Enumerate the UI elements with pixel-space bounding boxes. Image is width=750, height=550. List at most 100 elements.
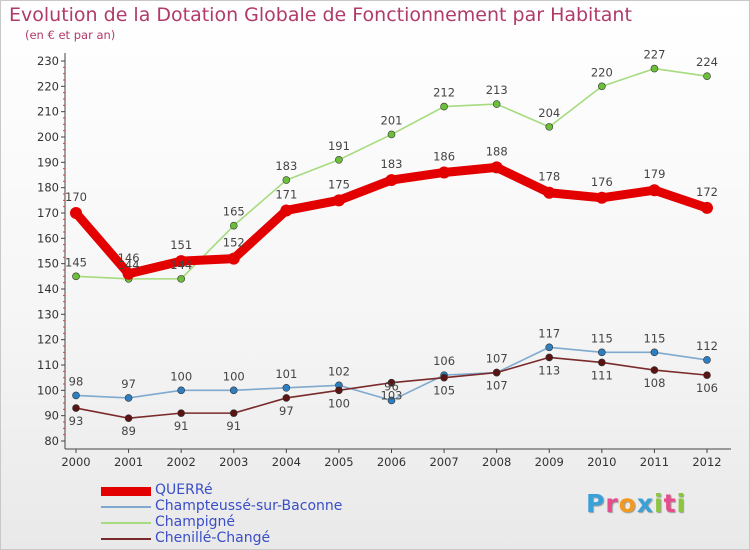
data-label: 171 <box>275 187 297 201</box>
data-label: 183 <box>381 157 403 171</box>
legend-swatch <box>101 522 151 524</box>
brand-letter: t <box>663 489 677 518</box>
data-point <box>72 272 80 281</box>
data-point <box>335 386 343 395</box>
x-tick-label: 2005 <box>324 455 353 469</box>
data-point <box>124 414 133 423</box>
data-label: 220 <box>591 65 613 79</box>
data-point <box>545 343 554 352</box>
legend-label: Champigné <box>155 514 236 530</box>
data-label: 113 <box>538 363 560 377</box>
data-label: 170 <box>65 190 87 204</box>
data-point <box>492 100 501 108</box>
data-label: 108 <box>643 376 665 390</box>
series-layer <box>70 64 713 423</box>
data-label: 103 <box>381 389 403 403</box>
data-point <box>385 174 398 187</box>
brand-letter: o <box>618 489 637 518</box>
data-label: 145 <box>65 255 87 269</box>
data-label: 91 <box>174 419 189 433</box>
x-tick-label: 2012 <box>692 455 721 469</box>
y-tick-label: 120 <box>37 333 59 347</box>
data-point <box>227 252 240 265</box>
data-label: 106 <box>433 354 455 368</box>
data-label: 91 <box>226 419 241 433</box>
data-label: 101 <box>275 367 297 381</box>
data-point <box>387 396 396 405</box>
data-label: 175 <box>328 177 350 191</box>
series-champteusse-sur-baconne <box>72 343 711 405</box>
data-point <box>229 386 238 395</box>
data-point <box>598 358 606 367</box>
data-point <box>175 255 188 268</box>
data-label: 191 <box>328 139 350 153</box>
data-point <box>598 82 606 91</box>
y-tick-label: 100 <box>37 383 59 397</box>
data-point <box>177 275 185 283</box>
data-point <box>650 366 659 374</box>
data-label: 107 <box>486 379 508 393</box>
y-tick-label: 90 <box>44 409 59 423</box>
data-point <box>177 409 185 417</box>
data-point <box>438 166 451 179</box>
series-querre <box>70 161 713 280</box>
data-label: 146 <box>118 251 140 265</box>
legend-swatch <box>101 486 151 496</box>
brand-letter: x <box>636 489 654 518</box>
x-tick-label: 2002 <box>167 455 196 469</box>
data-label: 224 <box>696 55 718 69</box>
data-label: 117 <box>538 326 560 340</box>
y-tick-label: 140 <box>37 282 59 296</box>
y-tick-label: 160 <box>37 231 59 245</box>
data-point <box>70 207 82 219</box>
data-label: 227 <box>643 48 665 62</box>
data-point <box>598 348 606 357</box>
data-point <box>335 156 343 164</box>
data-point <box>387 130 396 139</box>
data-label: 97 <box>279 404 294 418</box>
x-tick-label: 2004 <box>272 455 301 469</box>
data-point <box>490 161 503 174</box>
data-point <box>72 404 80 412</box>
data-point <box>440 373 448 382</box>
data-point <box>280 204 293 217</box>
data-point <box>650 348 659 357</box>
brand-letter: i <box>654 489 664 518</box>
data-label: 98 <box>69 374 84 388</box>
y-tick-label: 180 <box>37 181 59 195</box>
y-tick-label: 170 <box>37 206 59 220</box>
data-label: 102 <box>328 364 350 378</box>
data-label: 111 <box>591 368 613 382</box>
data-point <box>701 201 713 214</box>
x-tick-label: 2001 <box>114 455 143 469</box>
brand-logo: Proxiti <box>586 489 686 518</box>
brand-letter: r <box>605 489 619 518</box>
data-label: 178 <box>538 170 560 184</box>
data-label: 93 <box>69 414 84 428</box>
data-label: 112 <box>696 339 718 353</box>
y-tick-label: 210 <box>37 105 59 119</box>
series-chenille-change <box>72 353 711 423</box>
data-point <box>543 186 556 199</box>
legend-label: QUERRé <box>155 482 213 498</box>
data-point <box>703 72 711 80</box>
y-tick-label: 80 <box>44 434 59 448</box>
data-label: 106 <box>696 381 718 395</box>
data-label: 144 <box>170 258 192 272</box>
data-point <box>703 356 711 364</box>
y-tick-label: 150 <box>37 257 59 271</box>
data-label: 188 <box>486 144 508 158</box>
data-label: 107 <box>486 352 508 366</box>
data-label: 97 <box>121 377 136 391</box>
data-point <box>229 409 238 417</box>
x-tick-label: 2011 <box>640 455 669 469</box>
x-tick-label: 2003 <box>219 455 248 469</box>
data-point <box>648 184 661 197</box>
data-label: 115 <box>643 331 665 345</box>
data-point <box>332 194 345 207</box>
y-tick-label: 200 <box>37 130 59 144</box>
data-point <box>124 394 133 402</box>
y-tick-label: 110 <box>37 358 59 372</box>
chart-subtitle: (en € et par an) <box>25 28 116 42</box>
